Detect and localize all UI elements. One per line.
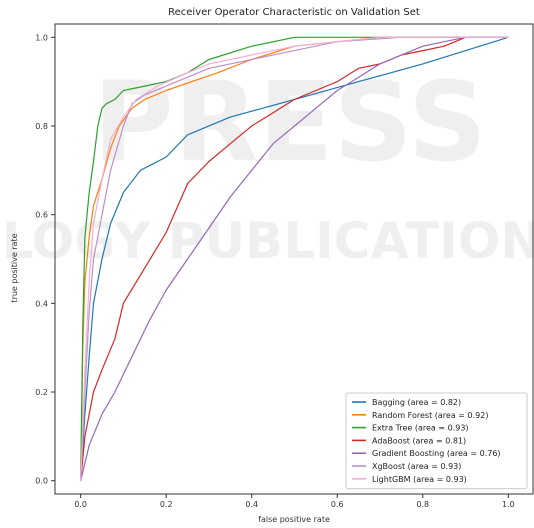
x-tick-label: 0.6 xyxy=(331,500,344,509)
y-tick-label: 1.0 xyxy=(35,33,48,42)
y-tick-label: 0.2 xyxy=(35,388,48,397)
watermark-line-1: PRESS xyxy=(93,58,487,186)
y-tick-label: 0.8 xyxy=(35,122,48,131)
series-line-3 xyxy=(80,36,509,481)
legend-entry: Bagging (area = 0.82) xyxy=(372,398,461,407)
plot-frame xyxy=(54,23,534,495)
x-tick-label: 0.8 xyxy=(416,500,429,509)
legend: Bagging (area = 0.82) Random Forest (area… xyxy=(345,392,528,490)
x-tick-label: 0.0 xyxy=(74,500,87,509)
series-line-5 xyxy=(80,36,509,481)
x-axis-label: false positive rate xyxy=(258,515,330,524)
y-axis-label: true positive rate xyxy=(10,233,19,302)
series-group xyxy=(80,36,509,481)
y-tick-label: 0.4 xyxy=(35,299,48,308)
y-tick-label: 0.6 xyxy=(35,211,48,220)
watermark-line-2: LOGY PUBLICATIONS xyxy=(2,212,534,270)
series-line-7 xyxy=(80,36,509,481)
x-tick-label: 0.2 xyxy=(160,500,173,509)
y-tick-label: 0.0 xyxy=(35,477,48,486)
legend-entry: LightGBM (area = 0.93) xyxy=(372,475,467,484)
x-tick-label: 0.4 xyxy=(245,500,258,509)
legend-entry: Gradient Boosting (area = 0.76) xyxy=(372,449,501,458)
legend-box xyxy=(345,392,528,490)
legend-entry: AdaBoost (area = 0.81) xyxy=(372,436,466,445)
legend-entry: Random Forest (area = 0.92) xyxy=(372,411,488,420)
legend-entry: XgBoost (area = 0.93) xyxy=(372,462,461,471)
series-line-4 xyxy=(80,36,509,481)
plot-area xyxy=(54,23,534,495)
x-tick-label: 1.0 xyxy=(502,500,515,509)
chart-title: Receiver Operator Characteristic on Vali… xyxy=(168,7,420,18)
legend-entry: Extra Tree (area = 0.93) xyxy=(372,424,469,433)
x-axis: 0.0 0.2 0.4 0.6 0.8 1.0 xyxy=(74,494,515,509)
series-line-1 xyxy=(80,36,509,481)
y-axis: 0.0 0.2 0.4 0.6 0.8 1.0 xyxy=(35,33,55,486)
